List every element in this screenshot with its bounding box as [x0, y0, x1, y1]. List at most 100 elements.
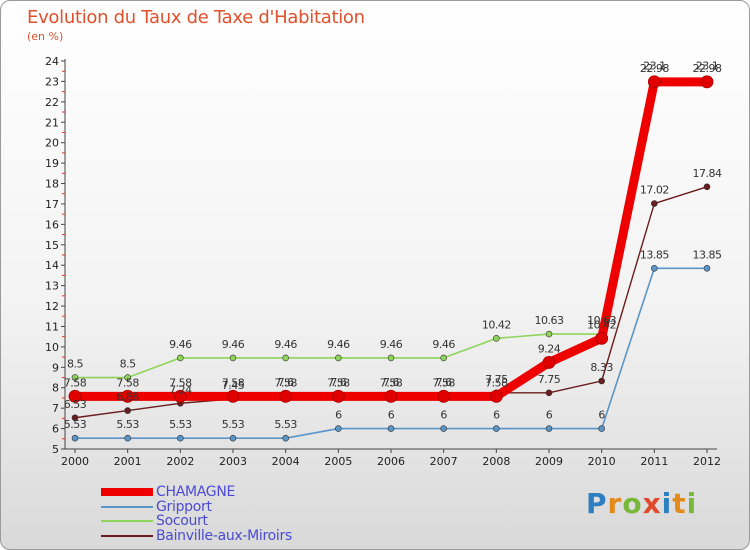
data-label: 6	[546, 409, 553, 422]
chart-unit: (en %)	[27, 30, 64, 43]
data-label: 7.6	[330, 376, 346, 389]
data-label: 5.53	[169, 418, 192, 431]
logo-letter: P	[586, 487, 608, 520]
data-label: 7.58	[380, 376, 403, 389]
data-label: 5.53	[222, 418, 245, 431]
data-point	[124, 374, 131, 381]
data-label: 9.46	[380, 338, 403, 351]
data-label: 10.42	[587, 318, 616, 331]
data-point	[437, 389, 451, 403]
y-tick-label: 22	[45, 96, 59, 109]
y-tick-label: 10	[45, 341, 59, 354]
legend-swatch-gripport	[101, 505, 153, 508]
legend-swatch-bainville	[101, 534, 153, 537]
data-point	[71, 414, 79, 422]
data-label: 6	[388, 409, 395, 422]
data-point	[545, 389, 553, 397]
data-point	[71, 434, 79, 442]
data-label: 23.1	[696, 59, 719, 72]
logo-letter: x	[642, 487, 662, 520]
legend-label-bainville: Bainville-aux-Miroirs	[156, 527, 292, 544]
data-point	[493, 425, 500, 432]
series-layer	[68, 75, 714, 442]
data-point	[229, 434, 237, 442]
data-label: 9.46	[432, 338, 455, 351]
data-label: 10.63	[535, 314, 564, 327]
data-label: 7.75	[538, 373, 561, 386]
data-label: 22.98	[640, 62, 669, 75]
data-point	[124, 407, 131, 414]
data-point	[226, 389, 240, 403]
data-label: 7.58	[432, 376, 455, 389]
y-tick-label: 11	[45, 320, 59, 333]
data-label: 9.46	[327, 338, 350, 351]
data-label: 7.75	[485, 373, 508, 386]
legend-swatch-chamagne	[101, 488, 153, 496]
y-tick-label: 5	[52, 443, 59, 456]
logo-letter: t	[672, 487, 687, 520]
data-point	[647, 75, 661, 89]
logo-letter: r	[607, 487, 623, 520]
data-label: 6.53	[64, 398, 87, 411]
data-label: 8.5	[120, 358, 136, 371]
y-tick-label: 18	[45, 178, 59, 191]
data-point	[703, 264, 711, 272]
data-point	[384, 389, 398, 403]
data-point	[331, 389, 345, 403]
data-label: 9.24	[538, 342, 561, 355]
y-tick-label: 19	[45, 157, 59, 170]
data-label: 9.46	[222, 338, 245, 351]
axes: 5 6 7 8 9 10 11 12 13 14 15 16 17 18 19 20 21 22 23 24 2000 2…	[45, 55, 721, 468]
logo-letter: i	[686, 487, 698, 520]
data-label: 6.88	[116, 391, 139, 404]
data-point	[335, 425, 342, 432]
data-label: 9.46	[274, 338, 297, 351]
y-tick-label: 17	[45, 198, 59, 211]
data-label: 17.02	[640, 184, 669, 197]
data-point	[542, 356, 556, 369]
data-label: 5.53	[274, 418, 297, 431]
logo-letter: o	[622, 487, 643, 520]
x-tick-label: 2011	[640, 455, 668, 468]
data-label: 13.85	[693, 248, 722, 261]
x-tick-label: 2006	[377, 455, 405, 468]
data-label: 9.46	[169, 338, 192, 351]
y-tick-label: 6	[52, 423, 59, 436]
data-point	[489, 389, 503, 403]
data-label: 6	[493, 409, 500, 422]
y-tick-label: 13	[45, 280, 59, 293]
data-label: 17.84	[693, 167, 722, 180]
data-label: 8.33	[590, 361, 613, 374]
x-tick-label: 2005	[324, 455, 352, 468]
data-point	[387, 425, 395, 432]
data-point	[651, 200, 658, 207]
data-label: 6	[335, 409, 342, 422]
y-tick-label: 16	[45, 218, 59, 231]
data-point	[440, 425, 447, 432]
data-label: 6	[440, 409, 447, 422]
x-tick-label: 2012	[693, 455, 721, 468]
x-tick-label: 2007	[430, 455, 458, 468]
x-tick-label: 2000	[61, 455, 89, 468]
data-point	[71, 374, 79, 381]
legend-label-socourt: Socourt	[156, 513, 208, 529]
data-point	[335, 354, 342, 362]
proxiti-logo: Proxiti	[586, 487, 697, 520]
y-tick-label: 21	[45, 116, 59, 129]
data-point	[651, 264, 658, 272]
x-tick-label: 2008	[482, 455, 510, 468]
y-tick-label: 14	[45, 259, 59, 272]
legend-swatch-socourt	[101, 520, 153, 522]
data-label: 7.58	[327, 376, 350, 389]
data-label: 7.45	[222, 379, 245, 392]
chart-title: Evolution du Taux de Taxe d'Habitation	[27, 7, 365, 28]
y-tick-label: 20	[45, 137, 59, 150]
data-point	[387, 354, 395, 362]
x-tick-label: 2009	[535, 455, 563, 468]
data-label: 7.58	[485, 376, 508, 389]
data-label: 10.42	[482, 318, 511, 331]
data-label: 6	[598, 409, 605, 422]
data-label: 7.58	[222, 376, 245, 389]
